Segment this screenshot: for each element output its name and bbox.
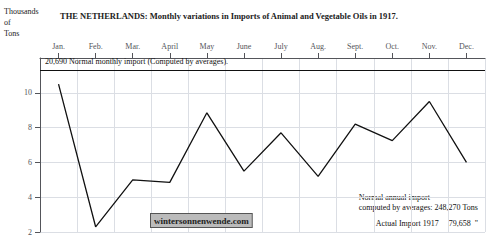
svg-text:Dec.: Dec. — [459, 42, 474, 51]
svg-text:2: 2 — [28, 228, 32, 237]
svg-text:8: 8 — [28, 123, 32, 132]
svg-text:THE NETHERLANDS: Monthly varia: THE NETHERLANDS: Monthly variations in I… — [60, 11, 398, 21]
svg-text:wintersonnenwende.com: wintersonnenwende.com — [154, 216, 249, 226]
svg-text:Thousands: Thousands — [4, 7, 39, 16]
svg-text:Normal annual import: Normal annual import — [358, 192, 430, 202]
svg-text:computed by averages: 248,270: computed by averages: 248,270 Tons — [359, 203, 478, 212]
svg-text:June: June — [237, 42, 252, 51]
svg-text:Oct.: Oct. — [386, 42, 400, 51]
svg-text:May: May — [200, 42, 215, 51]
svg-text:Mar.: Mar. — [125, 42, 140, 51]
svg-text:6: 6 — [28, 158, 32, 167]
svg-text:Actual Import 1917 79,658: Actual Import 1917 79,658 " — [376, 219, 478, 228]
svg-text:Feb.: Feb. — [89, 42, 103, 51]
svg-text:of: of — [4, 18, 11, 27]
svg-text:Sept.: Sept. — [347, 42, 363, 51]
svg-text:Jan.: Jan. — [52, 42, 65, 51]
svg-text:Tons: Tons — [4, 29, 19, 38]
svg-text:4: 4 — [28, 193, 32, 202]
svg-text:10: 10 — [24, 88, 32, 97]
svg-text:Aug.: Aug. — [310, 42, 326, 51]
svg-text:July: July — [274, 42, 287, 51]
svg-text:Nov.: Nov. — [422, 42, 437, 51]
svg-text:April: April — [161, 42, 179, 51]
svg-text:20,690 Normal monthly import (: 20,690 Normal monthly import (Computed b… — [45, 57, 228, 66]
